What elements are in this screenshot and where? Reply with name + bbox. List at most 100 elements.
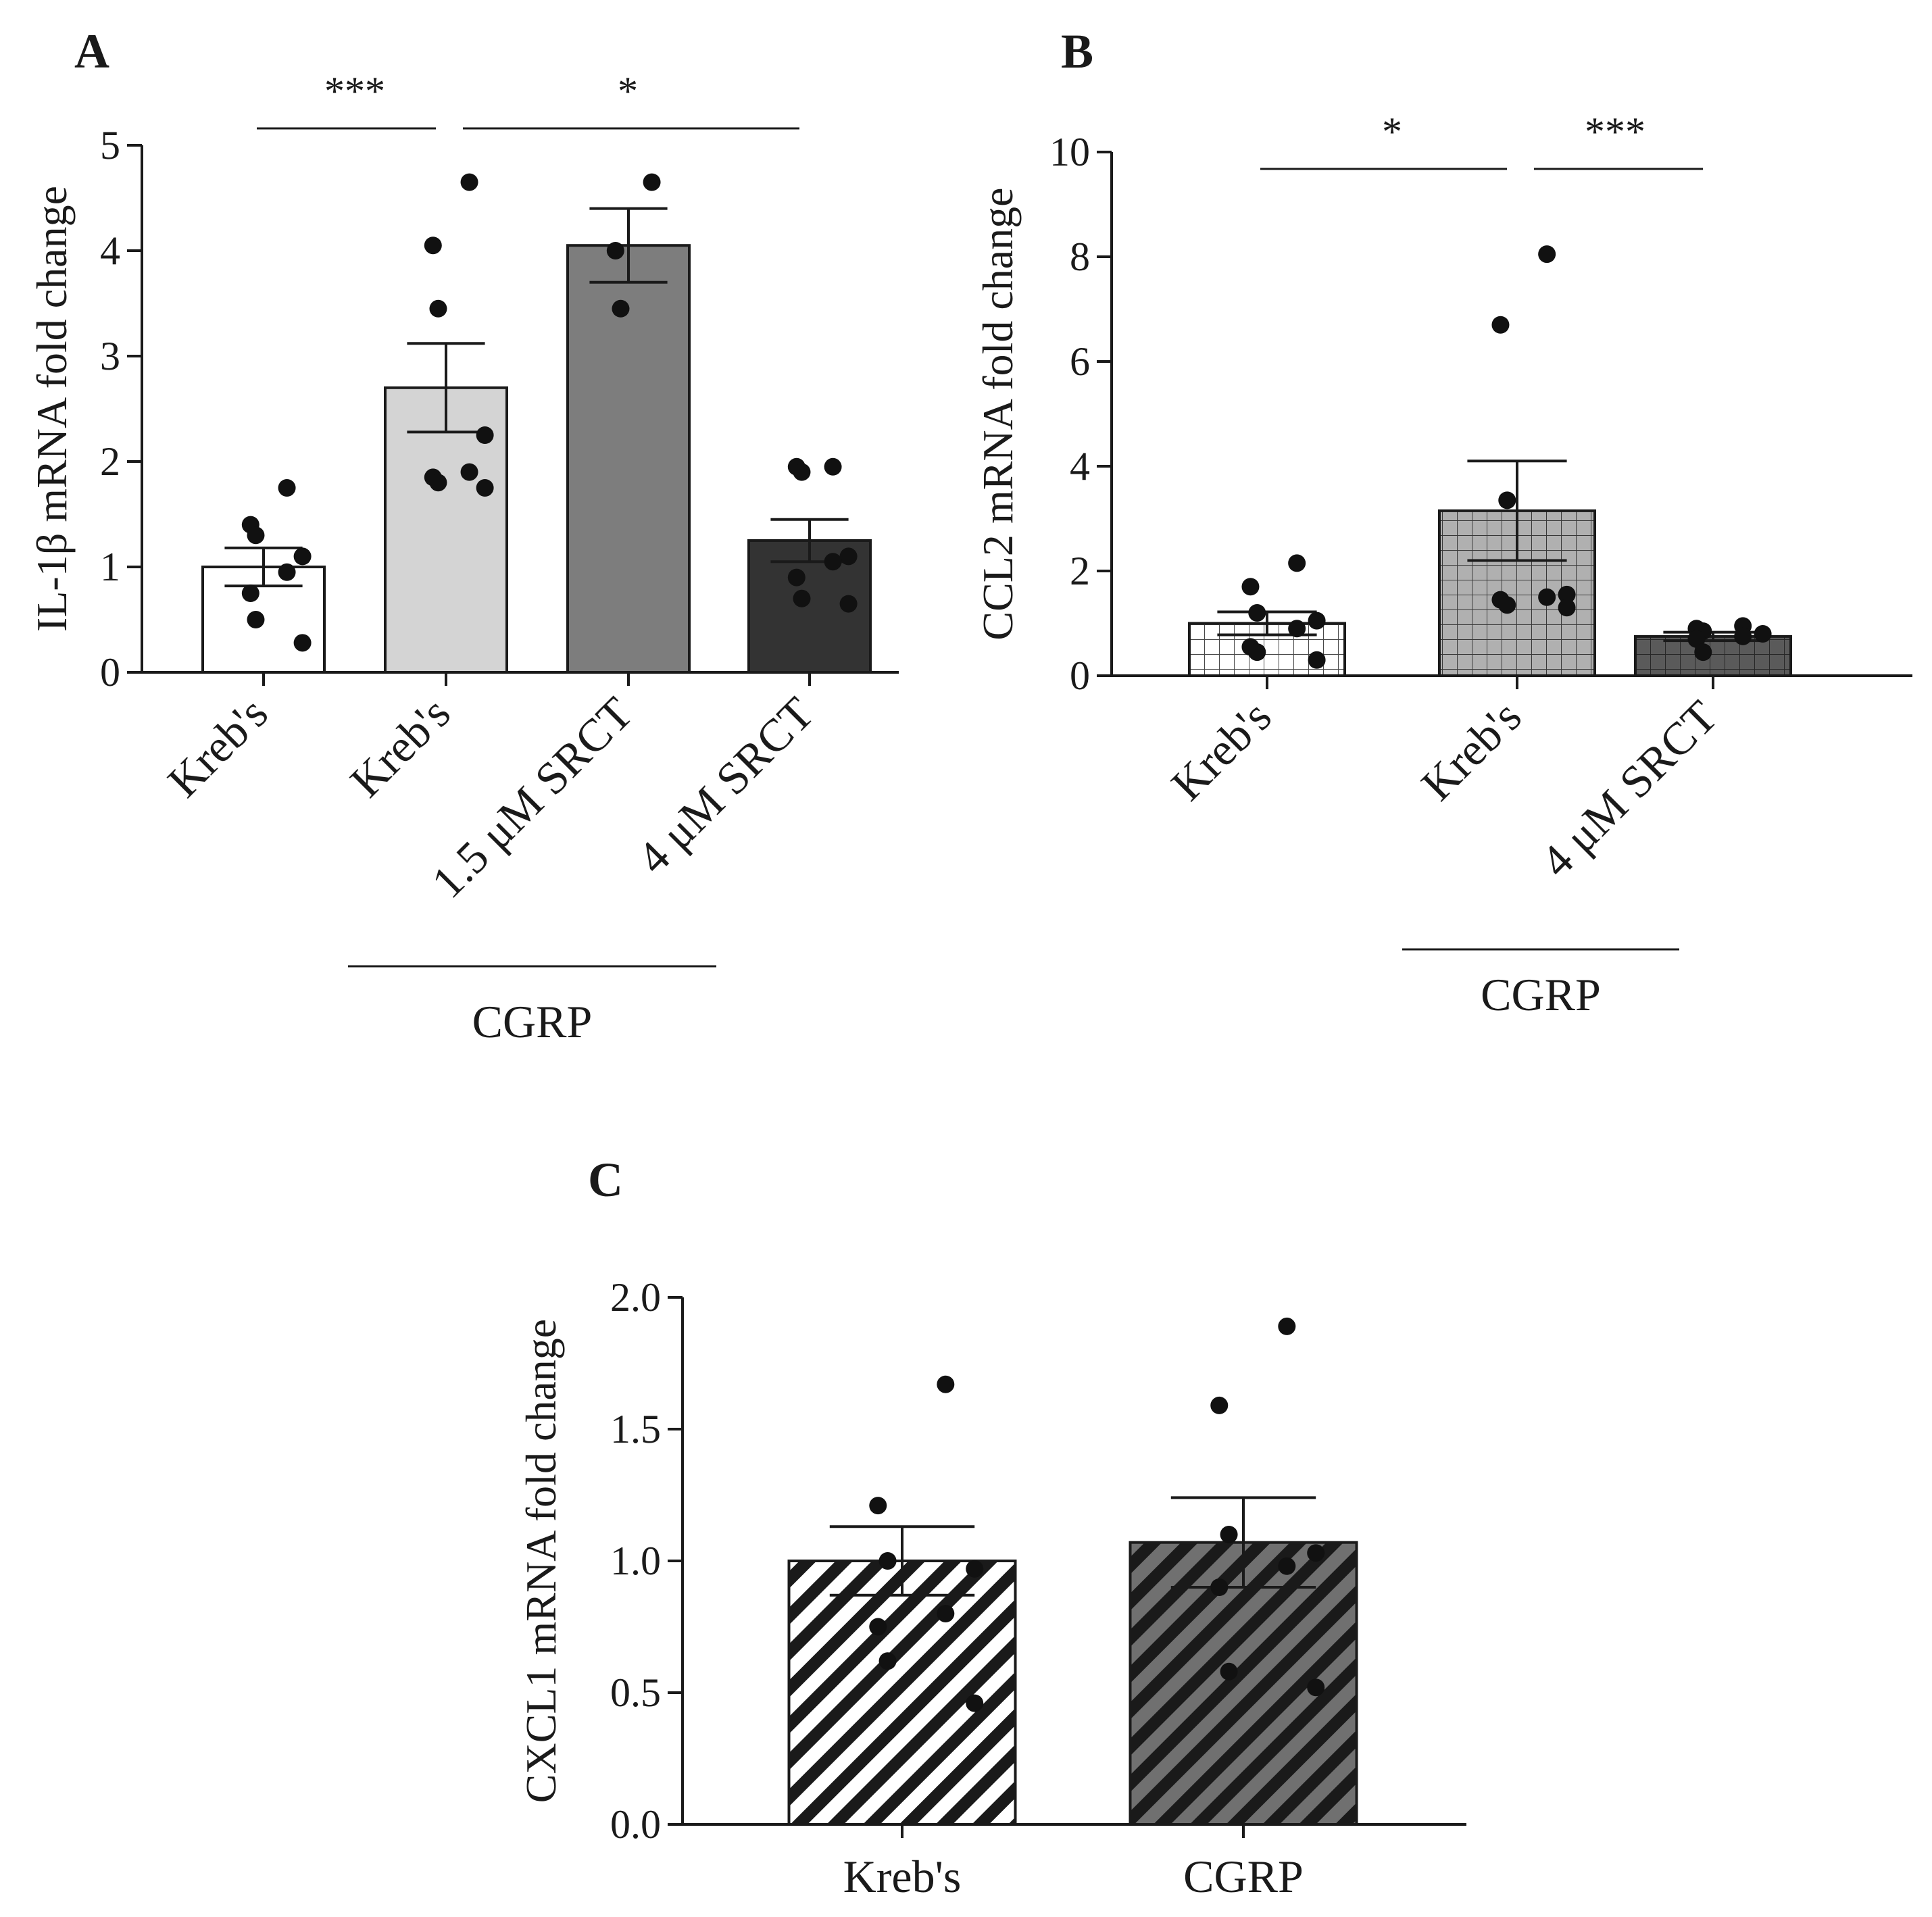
panel-letter: B <box>1061 24 1093 78</box>
group-label: CGRP <box>472 996 593 1047</box>
data-point <box>1220 1526 1238 1543</box>
data-point <box>1754 625 1772 643</box>
data-point <box>787 568 806 587</box>
data-point <box>1278 1557 1296 1575</box>
data-point <box>424 236 442 255</box>
data-point <box>1248 643 1266 662</box>
data-point <box>460 463 478 481</box>
data-point <box>1307 1678 1325 1697</box>
data-point <box>247 526 265 545</box>
data-point <box>643 173 661 191</box>
bar <box>568 245 689 672</box>
data-point <box>247 611 265 628</box>
category-label: CGRP <box>1183 1851 1304 1902</box>
y-tick-label: 2 <box>100 439 120 484</box>
significance-label: * <box>618 69 638 114</box>
data-point <box>606 242 624 259</box>
data-point <box>966 1694 984 1712</box>
y-tick-label: 0.0 <box>610 1802 661 1847</box>
data-point <box>839 595 858 613</box>
group-label: CGRP <box>1481 969 1601 1020</box>
data-point <box>878 1552 897 1570</box>
data-point <box>878 1652 897 1670</box>
data-point <box>1558 599 1576 617</box>
data-point <box>966 1560 984 1578</box>
significance-label: *** <box>1585 109 1645 154</box>
data-point <box>1734 627 1752 645</box>
y-axis-title: IL-1β mRNA fold change <box>28 186 76 632</box>
data-point <box>1538 245 1556 264</box>
data-point <box>1308 612 1326 630</box>
y-tick-label: 8 <box>1070 234 1090 279</box>
y-tick-label: 3 <box>100 334 120 378</box>
data-point <box>869 1497 887 1515</box>
data-point <box>429 299 447 318</box>
data-point <box>241 584 259 602</box>
data-point <box>1288 554 1306 572</box>
category-label: Kreb's <box>1411 691 1531 810</box>
category-label: 4 μM SRCT <box>627 687 824 884</box>
data-point <box>1558 585 1576 603</box>
data-point <box>793 589 811 607</box>
data-point <box>824 553 842 571</box>
y-tick-label: 6 <box>1070 339 1090 384</box>
category-label: Kreb's <box>1161 691 1281 810</box>
data-point <box>476 479 494 497</box>
data-point <box>824 457 842 476</box>
y-tick-label: 10 <box>1049 130 1090 174</box>
data-point <box>612 299 630 318</box>
data-point <box>937 1605 955 1622</box>
data-point <box>293 634 312 652</box>
data-point <box>1498 596 1516 614</box>
y-tick-label: 2 <box>1070 549 1090 593</box>
y-tick-label: 5 <box>100 123 120 168</box>
data-point <box>1241 578 1260 596</box>
significance-label: *** <box>324 69 385 114</box>
data-point <box>1498 491 1516 509</box>
panel-letter: C <box>588 1153 623 1207</box>
category-label: 4 μM SRCT <box>1531 691 1727 887</box>
y-tick-label: 4 <box>100 228 120 273</box>
data-point <box>1538 588 1556 606</box>
y-tick-label: 4 <box>1070 444 1090 489</box>
data-point <box>429 474 447 492</box>
data-point <box>278 563 296 581</box>
bar-pattern <box>789 1561 1016 1824</box>
data-point <box>1248 604 1266 622</box>
data-point <box>1491 316 1510 334</box>
y-tick-label: 0 <box>100 650 120 695</box>
data-point <box>839 547 858 566</box>
category-label: Kreb's <box>843 1851 962 1902</box>
data-point <box>793 463 811 481</box>
data-point <box>460 173 478 191</box>
panel-c: C CXCL1 mRNA fold change 0.0 0.5 1.0 1.5 2.0 Kr… <box>517 1153 1466 1902</box>
data-point <box>1210 1396 1229 1414</box>
y-tick-label: 2.0 <box>610 1275 661 1320</box>
significance-label: * <box>1382 109 1402 154</box>
data-point <box>937 1375 955 1393</box>
data-point <box>1307 1544 1325 1562</box>
y-axis-title: CXCL1 mRNA fold change <box>517 1319 565 1803</box>
y-axis-title: CCL2 mRNA fold change <box>974 187 1022 640</box>
data-point <box>1694 643 1712 662</box>
data-point <box>869 1618 887 1636</box>
y-tick-label: 0.5 <box>610 1670 661 1715</box>
bar-pattern <box>1635 636 1791 676</box>
category-label: Kreb's <box>157 687 277 807</box>
data-point <box>293 547 312 566</box>
panel-letter: A <box>74 24 109 78</box>
y-tick-label: 0 <box>1070 653 1090 698</box>
category-label: Kreb's <box>340 687 460 807</box>
data-point <box>1278 1317 1296 1335</box>
data-point <box>1687 630 1706 648</box>
data-point <box>1308 651 1326 669</box>
data-point <box>1288 620 1306 638</box>
panel-a: A IL-1β mRNA fold change 0 1 2 3 4 5 Kreb's Kreb'… <box>28 24 899 1047</box>
data-point <box>476 426 494 444</box>
data-point <box>278 479 296 497</box>
y-tick-label: 1 <box>100 545 120 589</box>
data-point <box>1210 1578 1229 1596</box>
panel-b: B CCL2 mRNA fold change 0 2 4 6 8 10 Kreb's Kreb'… <box>974 24 1912 1020</box>
data-point <box>1220 1662 1238 1681</box>
